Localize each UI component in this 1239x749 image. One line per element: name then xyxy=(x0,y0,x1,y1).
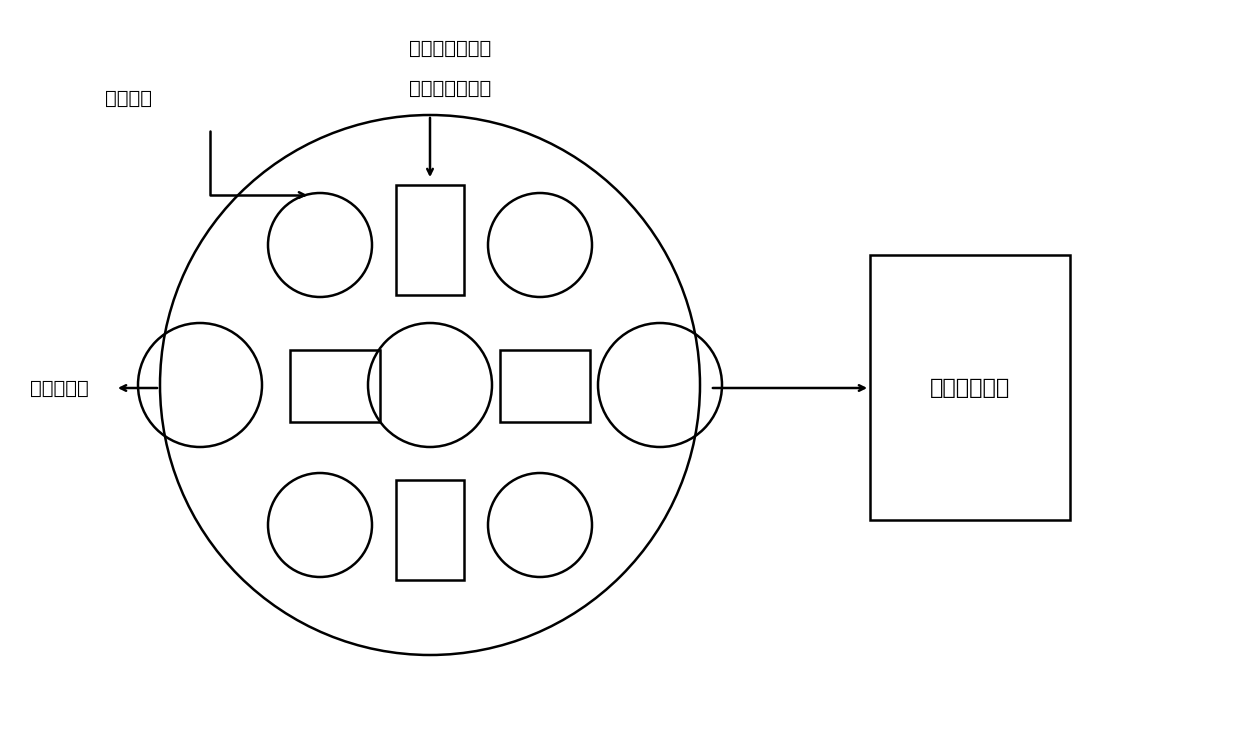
Text: 感器包括的电极: 感器包括的电极 xyxy=(409,79,491,97)
Text: 超声传感器: 超声传感器 xyxy=(30,378,89,398)
Bar xyxy=(501,350,590,422)
Text: 超声晶片: 超声晶片 xyxy=(105,88,152,108)
Text: 腹壁胎儿心电传: 腹壁胎儿心电传 xyxy=(409,38,491,58)
Bar xyxy=(290,350,380,422)
Bar xyxy=(396,185,463,295)
Bar xyxy=(870,255,1070,520)
Text: 胎儿监护设备: 胎儿监护设备 xyxy=(930,378,1010,398)
Bar xyxy=(396,480,463,580)
